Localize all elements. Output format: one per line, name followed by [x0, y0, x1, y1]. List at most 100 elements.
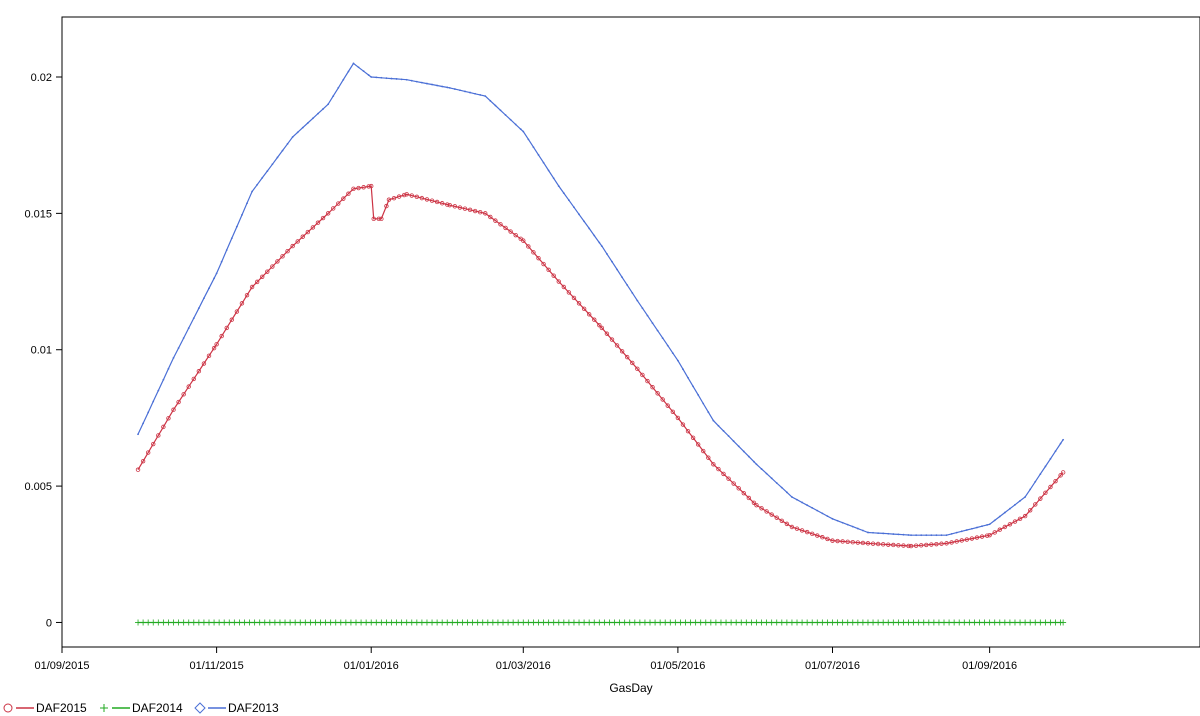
data-point	[920, 534, 923, 537]
data-point	[661, 337, 664, 340]
data-point	[864, 619, 871, 626]
data-point	[439, 201, 445, 206]
data-point	[236, 619, 243, 626]
data-point	[1049, 457, 1052, 460]
data-point	[1012, 519, 1018, 524]
data-point	[256, 183, 259, 186]
data-point	[165, 619, 172, 626]
data-point	[362, 70, 365, 73]
data-point	[157, 389, 160, 392]
data-point	[839, 619, 846, 626]
data-point	[332, 95, 335, 97]
data-point	[337, 87, 340, 89]
data-point	[809, 619, 816, 626]
data-point	[266, 170, 269, 172]
data-point	[588, 227, 591, 230]
data-point	[142, 422, 145, 425]
data-point	[657, 619, 664, 626]
data-point	[489, 99, 492, 102]
data-point	[246, 619, 253, 626]
data-point	[571, 295, 577, 301]
data-point	[934, 541, 939, 547]
data-point	[660, 397, 665, 402]
data-point	[882, 532, 885, 535]
data-point	[370, 76, 373, 78]
data-point	[650, 385, 655, 390]
data-point	[1052, 619, 1059, 626]
data-point	[192, 317, 195, 320]
data-point	[925, 534, 928, 537]
data-point	[431, 83, 433, 86]
data-point	[225, 249, 228, 251]
data-point	[1003, 511, 1006, 514]
data-point	[197, 307, 200, 310]
data-point	[565, 619, 572, 626]
data-point	[875, 541, 881, 547]
data-point	[604, 331, 610, 336]
data-point	[819, 619, 826, 626]
data-point	[357, 66, 360, 69]
data-point	[145, 450, 151, 455]
data-point	[276, 619, 283, 626]
data-point	[670, 409, 676, 414]
data-point	[954, 539, 959, 544]
data-point	[862, 529, 864, 532]
data-point	[872, 531, 874, 534]
data-point	[717, 424, 720, 427]
data-point	[383, 619, 390, 626]
data-point	[530, 619, 537, 626]
x-axis: 01/09/2015 01/11/2015 01/01/2016 01/03/2016…	[34, 647, 1017, 672]
data-point	[526, 244, 531, 249]
data-point	[235, 225, 238, 228]
data-point	[892, 533, 895, 535]
data-point	[1053, 478, 1058, 484]
data-point	[769, 512, 774, 517]
data-point	[445, 202, 450, 207]
data-point	[532, 146, 535, 149]
data-point	[939, 541, 944, 546]
data-point	[503, 225, 508, 231]
data-point	[598, 241, 601, 244]
data-point	[925, 619, 932, 626]
data-point	[155, 619, 162, 626]
data-point	[453, 88, 456, 90]
data-point	[789, 524, 795, 530]
data-point	[499, 109, 502, 112]
data-point	[552, 177, 555, 180]
data-point	[536, 255, 541, 261]
data-point	[635, 366, 640, 372]
data-point	[791, 496, 793, 498]
data-point	[897, 533, 900, 536]
data-point	[424, 197, 430, 202]
data-point	[1022, 513, 1028, 519]
data-point	[373, 619, 380, 626]
data-point	[320, 215, 326, 221]
data-point	[624, 354, 630, 360]
data-point	[1022, 619, 1029, 626]
y-tick-label: 0.01	[31, 345, 52, 357]
data-point	[234, 309, 240, 314]
data-point	[880, 619, 887, 626]
data-point	[246, 202, 248, 205]
data-point	[446, 86, 449, 89]
data-point	[429, 619, 436, 626]
data-point	[1024, 496, 1027, 498]
data-point	[988, 523, 991, 526]
data-point	[330, 206, 336, 211]
data-point	[1048, 484, 1053, 490]
data-point	[508, 229, 513, 234]
data-point	[915, 534, 918, 537]
data-point	[281, 149, 284, 152]
y-tick-label: 0.005	[24, 481, 52, 493]
series-daf2015	[135, 183, 1066, 549]
data-point	[395, 78, 398, 80]
data-point	[505, 619, 512, 626]
data-point	[371, 216, 376, 222]
data-point	[301, 126, 304, 129]
data-point	[260, 274, 265, 279]
data-point	[599, 325, 605, 331]
data-point	[135, 467, 141, 472]
data-point	[322, 619, 329, 626]
data-point	[521, 238, 526, 243]
data-point	[400, 78, 403, 81]
